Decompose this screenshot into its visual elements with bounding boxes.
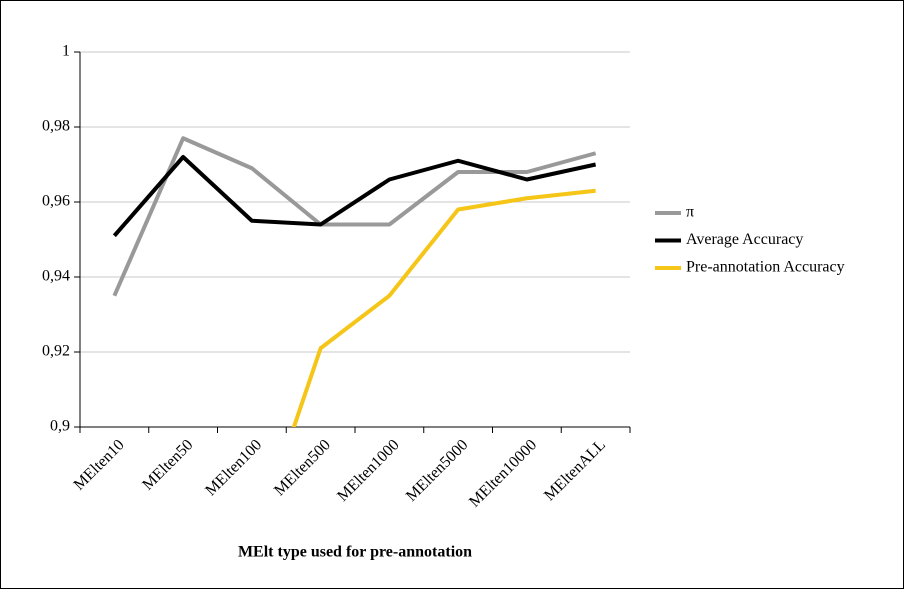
legend-label: π	[686, 204, 694, 221]
y-tick-label: 0,96	[42, 193, 70, 210]
y-tick-label: 1	[62, 43, 70, 60]
series-line	[112, 155, 597, 238]
series-line	[291, 188, 596, 427]
x-axis-title: MElt type used for pre-annotation	[238, 544, 472, 561]
legend-label: Average Accuracy	[686, 231, 803, 248]
plot-area	[112, 136, 597, 427]
y-tick-label: 0,92	[42, 343, 70, 360]
series-line	[112, 136, 597, 297]
y-tick-label: 0,94	[42, 268, 70, 285]
y-tick-label: 0,9	[50, 418, 70, 435]
y-tick-label: 0,98	[42, 118, 70, 135]
legend-label: Pre-annotation Accuracy	[686, 259, 845, 276]
